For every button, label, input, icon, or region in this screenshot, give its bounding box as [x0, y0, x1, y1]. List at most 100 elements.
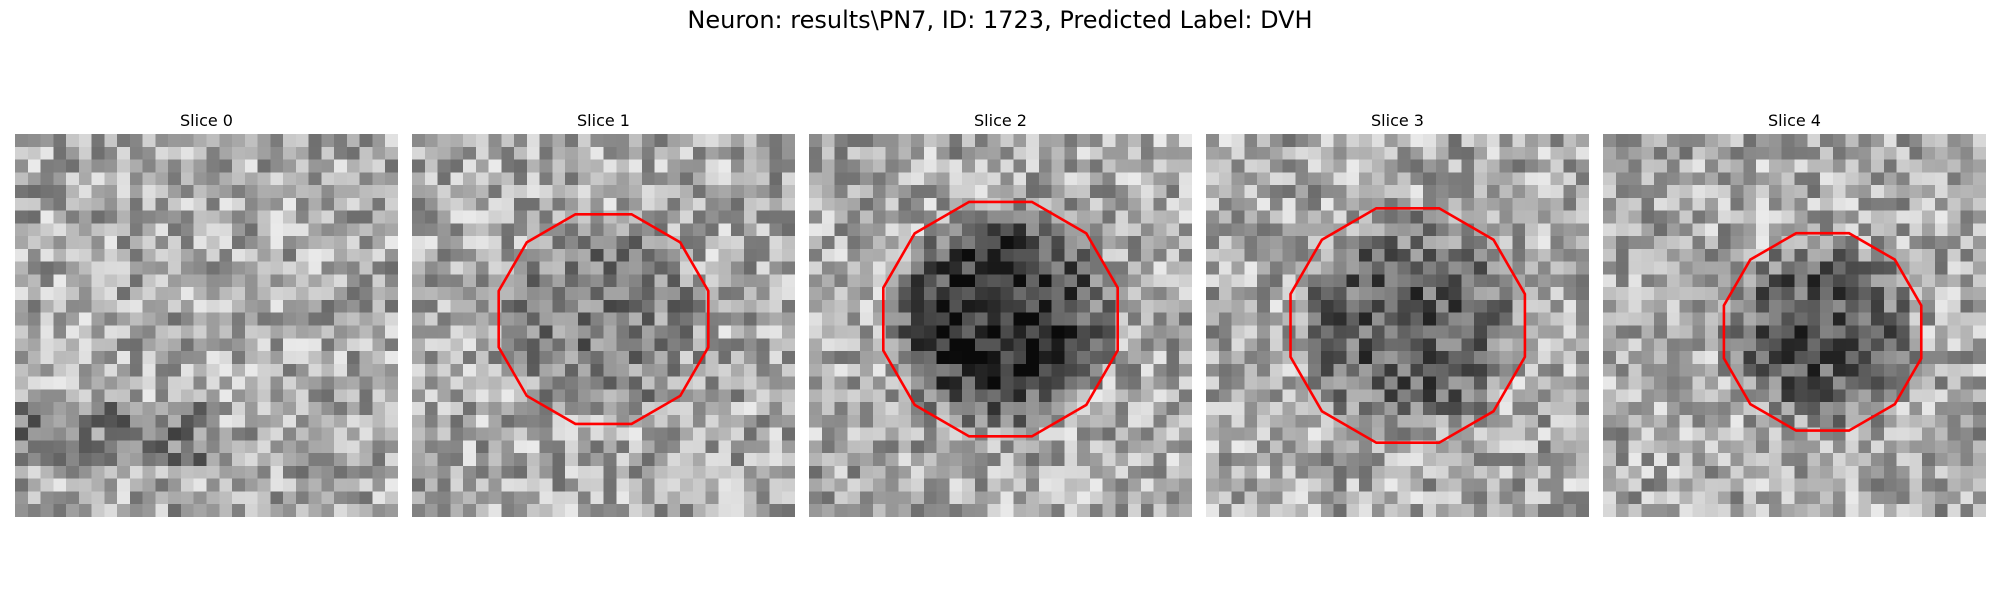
pixel: [168, 146, 182, 161]
pixel: [692, 185, 707, 199]
slice-image: [1603, 134, 1986, 517]
pixel: [66, 453, 80, 467]
pixel: [1845, 389, 1859, 403]
pixel: [463, 402, 477, 416]
pixel: [1820, 351, 1834, 365]
pixel: [1461, 478, 1475, 493]
pixel: [321, 146, 335, 161]
pixel: [475, 223, 490, 237]
pixel: [1537, 312, 1552, 327]
pixel: [1333, 440, 1348, 454]
pixel: [1128, 478, 1142, 493]
pixel: [1512, 491, 1526, 505]
pixel: [283, 312, 297, 327]
pixel: [1384, 389, 1399, 403]
pixel: [1295, 376, 1309, 390]
pixel: [1128, 427, 1142, 442]
pixel: [168, 427, 182, 442]
pixel: [1179, 465, 1192, 480]
pixel: [1934, 427, 1949, 442]
pixel: [1128, 363, 1142, 378]
pixel: [1218, 197, 1233, 212]
pixel: [346, 223, 361, 237]
pixel: [15, 427, 29, 442]
pixel: [1563, 134, 1577, 148]
pixel: [346, 197, 361, 212]
pixel: [78, 159, 93, 173]
pixel: [756, 414, 771, 429]
pixel: [308, 351, 323, 365]
pixel: [91, 248, 106, 263]
pixel: [1628, 287, 1642, 301]
pixel: [923, 427, 938, 442]
pixel: [1563, 274, 1577, 288]
pixel: [1768, 465, 1783, 480]
slice-image: [1206, 134, 1589, 517]
pixel: [1218, 504, 1233, 517]
pixel: [78, 248, 93, 263]
pixel: [1435, 376, 1450, 390]
pixel: [1486, 491, 1501, 505]
pixel: [1871, 261, 1885, 276]
pixel: [1820, 491, 1834, 505]
pixel: [1461, 504, 1475, 517]
pixel: [603, 312, 617, 327]
pixel: [155, 274, 169, 288]
pixel: [654, 351, 668, 365]
pixel: [1615, 491, 1630, 505]
pixel: [1525, 134, 1539, 148]
pixel: [1026, 134, 1040, 148]
pixel: [40, 134, 54, 148]
pixel: [1717, 197, 1732, 212]
pixel: [1128, 402, 1142, 416]
pixel: [872, 210, 887, 225]
pixel: [1781, 299, 1796, 314]
pixel: [936, 312, 951, 327]
pixel: [1537, 274, 1552, 288]
pixel: [155, 389, 169, 403]
pixel: [629, 402, 643, 416]
pixel: [53, 402, 67, 416]
pixel: [15, 261, 29, 276]
pixel: [1231, 389, 1245, 403]
pixel: [1883, 325, 1898, 339]
pixel: [987, 185, 1002, 199]
pixel: [898, 134, 912, 148]
pixel: [104, 427, 118, 442]
pixel: [718, 402, 732, 416]
pixel: [91, 465, 106, 480]
pixel: [53, 274, 67, 288]
pixel: [1896, 146, 1911, 161]
pixel: [1231, 478, 1245, 493]
pixel: [1397, 134, 1411, 148]
pixel: [552, 338, 566, 352]
pixel: [1244, 427, 1258, 442]
pixel: [1179, 261, 1192, 276]
pixel: [334, 465, 348, 480]
pixel: [270, 453, 284, 467]
pixel: [1486, 504, 1501, 517]
pixel: [847, 504, 861, 517]
pixel: [616, 299, 630, 314]
pixel: [206, 312, 220, 327]
pixel: [1781, 325, 1796, 339]
pixel: [1512, 465, 1526, 480]
pixel: [1257, 185, 1271, 199]
pixel: [1603, 312, 1617, 327]
pixel: [692, 491, 707, 505]
pixel: [488, 389, 503, 403]
pixel: [385, 134, 398, 148]
pixel: [1871, 351, 1885, 365]
pixel: [372, 248, 386, 263]
pixel: [308, 287, 323, 301]
pixel: [898, 427, 912, 442]
pixel: [1140, 185, 1155, 199]
pixel: [1423, 478, 1437, 493]
pixel: [1448, 134, 1462, 148]
pixel: [1038, 248, 1053, 263]
pixel: [1576, 312, 1589, 327]
pixel: [718, 389, 732, 403]
pixel: [616, 338, 630, 352]
pixel: [1320, 338, 1335, 352]
pixel: [257, 146, 271, 161]
